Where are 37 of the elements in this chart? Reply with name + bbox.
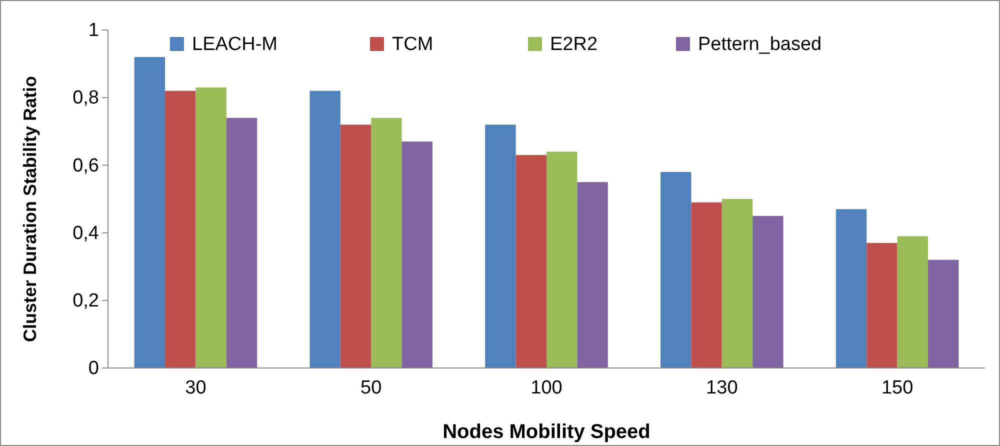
legend-label: E2R2 [550, 34, 598, 55]
bar [226, 118, 258, 368]
y-tick-label: 1 [88, 20, 99, 42]
y-tick-label: 0 [88, 358, 99, 380]
x-tick-label: 100 [530, 377, 562, 398]
bar [196, 87, 226, 368]
bar [310, 90, 340, 368]
bar [577, 182, 608, 368]
y-tick-label: 0,8 [72, 88, 99, 109]
x-tick-label: 130 [706, 377, 738, 398]
bar [722, 199, 753, 368]
x-axis-title: Nodes Mobility Speed [442, 421, 650, 443]
legend-label: Pettern_based [698, 34, 822, 55]
bar [897, 236, 928, 368]
bar [402, 142, 432, 368]
bar [340, 124, 372, 368]
bar [866, 242, 898, 368]
x-tick-label: 150 [881, 377, 914, 398]
x-tick-label: 50 [360, 377, 382, 398]
bar [752, 216, 784, 368]
y-tick-label: 0,2 [72, 290, 99, 312]
bar [691, 202, 722, 368]
bar [165, 90, 196, 368]
y-axis-title: Cluster Duration Stability Ratio [20, 76, 40, 342]
bar [660, 172, 692, 368]
bar [546, 152, 578, 368]
bar [485, 124, 516, 368]
bar [371, 118, 402, 368]
bar [928, 260, 959, 368]
y-tick-label: 0,4 [72, 222, 100, 244]
bar [836, 209, 867, 368]
legend-label: LEACH-M [192, 34, 278, 55]
legend-label: TCM [392, 34, 434, 55]
bar [516, 155, 546, 368]
x-tick-label: 30 [185, 377, 206, 398]
bar [134, 57, 166, 368]
y-tick-label: 0,6 [72, 155, 99, 176]
